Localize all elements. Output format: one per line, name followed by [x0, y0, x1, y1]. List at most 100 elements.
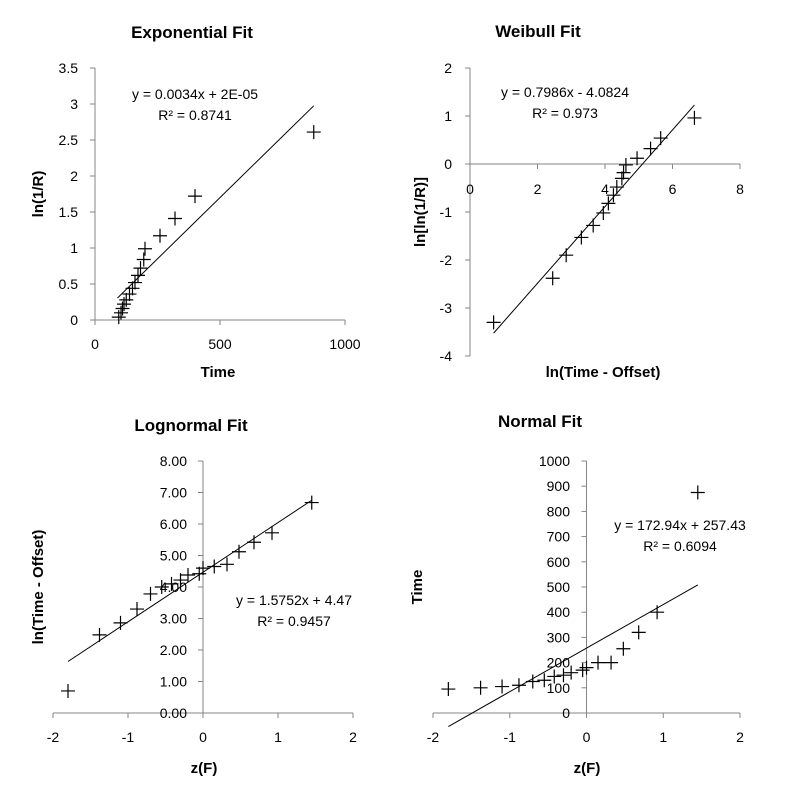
- data-point: [188, 189, 202, 204]
- data-point: [304, 495, 319, 510]
- data-point: [616, 641, 631, 656]
- data-point: [556, 668, 571, 683]
- y-axis-label: ln(1/R): [30, 171, 47, 218]
- x-tick-label: 0: [466, 181, 474, 197]
- r-squared-label: R² = 0.6094: [643, 538, 717, 554]
- y-axis-label: ln(Time - Offset): [30, 530, 47, 645]
- chart-title: Normal Fit: [498, 412, 582, 431]
- trendline: [448, 584, 699, 728]
- y-axis-label: Time: [409, 570, 426, 605]
- y-tick-label: 8.00: [160, 453, 187, 469]
- data-point: [609, 180, 624, 195]
- y-tick-label: 2: [444, 60, 452, 76]
- x-tick-label: 8: [736, 181, 744, 197]
- x-tick-label: 1: [659, 729, 667, 745]
- x-tick-label: 2: [349, 729, 357, 745]
- trendline: [117, 105, 315, 299]
- data-point: [164, 576, 179, 591]
- data-point: [125, 281, 140, 296]
- data-point: [643, 141, 658, 156]
- y-tick-label: -2: [440, 252, 453, 268]
- x-tick-label: -2: [427, 729, 440, 745]
- y-tick-label: 1: [444, 108, 452, 124]
- trendline-equation: y = 0.0034x + 2E-05: [132, 86, 258, 102]
- y-tick-label: 400: [547, 604, 571, 620]
- x-tick-label: 0: [91, 336, 99, 352]
- data-point: [545, 271, 560, 286]
- x-tick-label: 6: [669, 181, 677, 197]
- data-point: [511, 678, 526, 693]
- y-tick-label: 6.00: [160, 516, 187, 532]
- y-tick-label: 2.00: [160, 642, 187, 658]
- data-point: [131, 268, 145, 283]
- data-point: [630, 151, 645, 166]
- data-point: [591, 655, 606, 670]
- x-tick-label: 2: [534, 181, 542, 197]
- y-tick-label: -4: [440, 348, 453, 364]
- data-point: [604, 655, 619, 670]
- x-axis-label: z(F): [574, 760, 601, 777]
- data-point: [154, 580, 169, 594]
- y-tick-label: 600: [547, 554, 571, 570]
- y-tick-label: 3: [70, 96, 78, 112]
- data-point: [113, 615, 128, 630]
- data-point: [596, 205, 611, 220]
- x-tick-label: 0: [583, 729, 591, 745]
- data-point: [486, 315, 501, 330]
- data-point: [618, 157, 633, 172]
- y-axis-label: ln[ln(1/R)]: [412, 177, 429, 247]
- data-point: [168, 211, 182, 226]
- y-tick-label: 5.00: [160, 548, 187, 564]
- y-tick-label: -1: [440, 204, 453, 220]
- chart-title: Weibull Fit: [495, 22, 581, 41]
- data-point: [495, 679, 510, 694]
- y-tick-label: 1: [70, 240, 78, 256]
- data-point: [220, 557, 234, 572]
- data-point: [265, 525, 279, 540]
- data-point: [586, 218, 601, 233]
- data-point: [614, 171, 629, 186]
- chart-panel-1: Exponential Fit 0 500 1000 0 0.5 1 1.5 2 2.5 3 3.5 T…: [30, 23, 361, 381]
- y-tick-label: 1.00: [160, 674, 187, 690]
- data-point: [525, 674, 540, 689]
- data-point: [559, 248, 574, 263]
- chart-panel-4: Normal Fit -2 -1 0 1 2 0 100 200 300 400 500 600 700 8…: [409, 412, 746, 777]
- data-point: [232, 544, 246, 559]
- r-squared-label: R² = 0.9457: [257, 613, 331, 629]
- trendline-equation: y = 172.94x + 257.43: [614, 517, 746, 533]
- y-tick-label: 1000: [539, 453, 570, 469]
- data-point: [616, 165, 631, 180]
- data-point: [631, 625, 646, 640]
- data-point: [61, 683, 75, 698]
- data-point: [128, 275, 142, 290]
- x-tick-label: 500: [208, 336, 232, 352]
- data-point: [473, 680, 488, 695]
- data-point: [690, 485, 705, 500]
- y-tick-label: 3.5: [59, 60, 79, 76]
- chart-title: Exponential Fit: [131, 23, 253, 42]
- y-tick-label: 300: [547, 629, 571, 645]
- x-axis-label: Time: [201, 364, 236, 381]
- data-point: [119, 292, 134, 307]
- x-axis-label: z(F): [191, 760, 218, 777]
- data-point: [133, 261, 148, 276]
- trendline-equation: y = 1.5752x + 4.47: [236, 592, 352, 608]
- data-point: [143, 586, 158, 601]
- data-point: [653, 131, 668, 146]
- data-point: [153, 228, 167, 243]
- r-squared-label: R² = 0.973: [532, 105, 598, 121]
- data-point: [575, 663, 590, 678]
- data-point: [192, 566, 207, 581]
- y-tick-label: 0.5: [59, 276, 79, 292]
- data-point: [306, 125, 321, 140]
- x-tick-label: 0: [199, 729, 207, 745]
- x-tick-label: 2: [736, 729, 744, 745]
- r-squared-label: R² = 0.8741: [158, 107, 232, 123]
- data-point: [207, 559, 222, 574]
- data-point: [441, 682, 456, 697]
- x-tick-label: -1: [504, 729, 517, 745]
- x-axis-label: ln(Time - Offset): [546, 364, 661, 381]
- chart-panel-2: Weibull Fit 0 2 4 6 8 -4 -3 -2 -1 0 1 2 ln(Time - Off…: [412, 22, 744, 381]
- chart-title: Lognormal Fit: [134, 416, 248, 435]
- x-tick-label: 1: [274, 729, 282, 745]
